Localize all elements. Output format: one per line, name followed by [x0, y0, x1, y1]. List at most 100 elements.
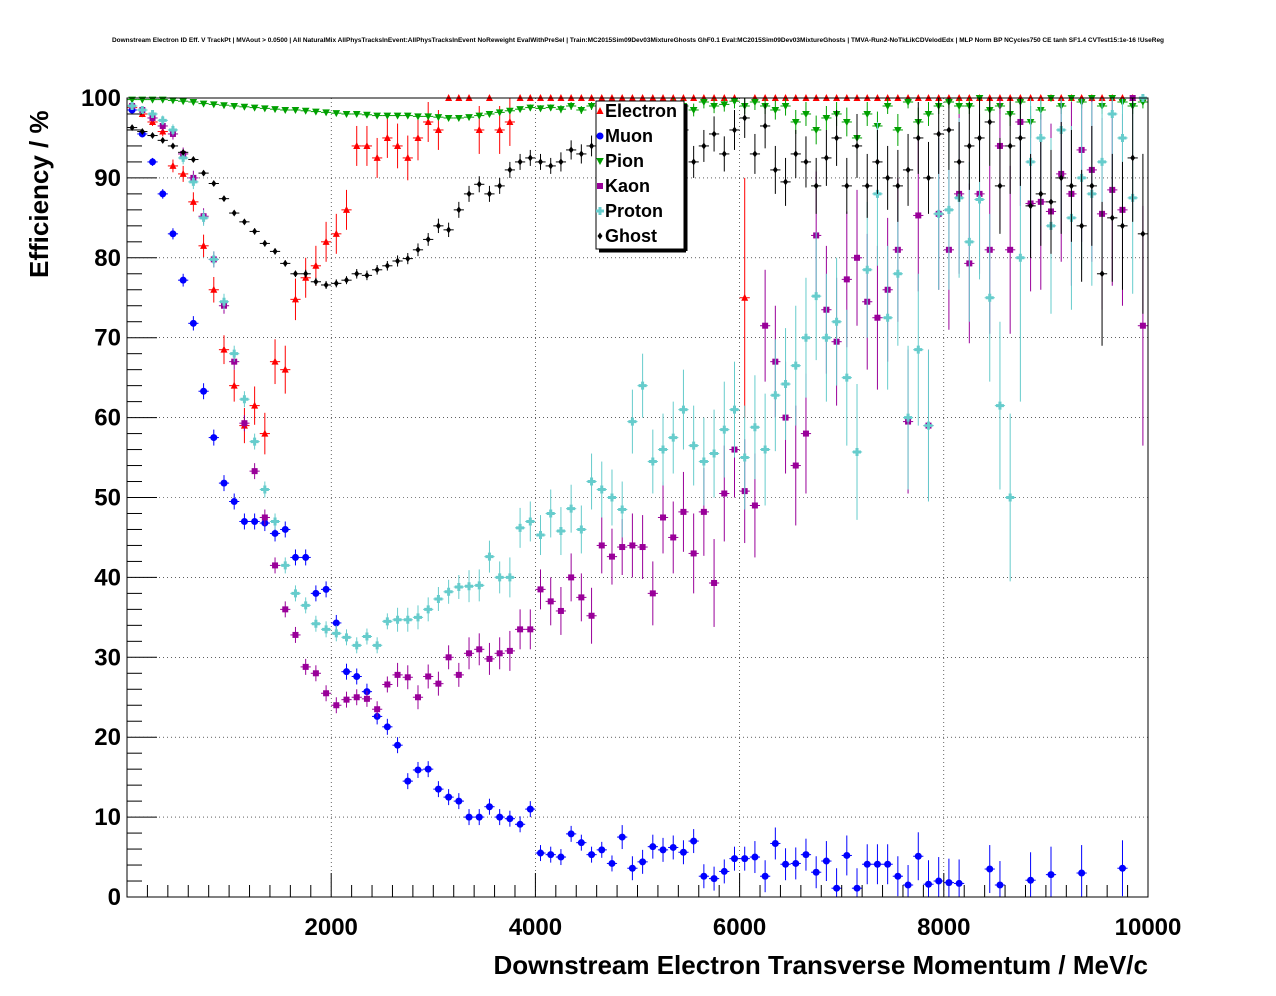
data-point: [312, 261, 320, 269]
data-point: [332, 229, 340, 237]
data-point: [751, 853, 759, 861]
data-point: [1089, 182, 1095, 190]
data-point: [997, 182, 1003, 190]
data-point: [915, 212, 922, 219]
data-point: [281, 365, 289, 373]
data-point: [496, 813, 504, 821]
data-point: [384, 681, 391, 688]
data-point: [944, 205, 953, 214]
data-point: [240, 517, 248, 525]
legend: Electron Muon Pion Kaon Proton Ghost: [595, 100, 688, 253]
data-point: [251, 468, 258, 475]
data-point: [618, 833, 626, 841]
data-point: [813, 182, 819, 190]
series-muon: [127, 106, 1128, 897]
data-point: [873, 860, 881, 868]
data-point: [353, 141, 361, 149]
data-point: [496, 650, 503, 657]
data-point: [384, 262, 390, 270]
y-tick-label: 90: [94, 165, 121, 192]
data-point: [996, 881, 1004, 889]
data-point: [425, 673, 432, 680]
data-point: [179, 98, 187, 106]
data-point: [568, 574, 575, 581]
data-point: [761, 872, 769, 880]
data-point: [701, 142, 707, 150]
data-point: [189, 177, 198, 186]
data-point: [507, 166, 513, 174]
x-tick-label: 2000: [305, 914, 358, 941]
data-point: [689, 106, 698, 114]
data-point: [1038, 190, 1044, 198]
data-point: [485, 803, 493, 811]
data-point: [883, 313, 892, 322]
data-point: [128, 101, 137, 110]
data-point: [260, 485, 269, 494]
data-point: [680, 508, 687, 515]
data-point: [435, 680, 442, 687]
data-point: [271, 106, 279, 114]
data-point: [1109, 214, 1115, 222]
data-point: [648, 457, 657, 466]
data-point: [301, 601, 310, 610]
data-point: [556, 527, 565, 536]
data-point: [251, 401, 259, 409]
data-point: [1139, 98, 1147, 106]
data-point: [771, 839, 779, 847]
data-point: [669, 433, 678, 442]
data-point: [189, 197, 197, 205]
data-point: [567, 102, 575, 110]
legend-label-pion: Pion: [605, 151, 644, 171]
data-point: [383, 133, 391, 141]
data-point: [874, 314, 881, 321]
data-point: [844, 182, 850, 190]
data-point: [924, 110, 933, 118]
data-point: [271, 517, 280, 526]
data-point: [853, 447, 862, 456]
data-point: [403, 615, 412, 624]
data-point: [434, 125, 442, 133]
data-point: [853, 884, 861, 892]
data-point: [485, 552, 494, 561]
legend-marker-proton: [596, 207, 604, 215]
data-point: [536, 531, 545, 540]
data-point: [537, 586, 544, 593]
data-point: [138, 105, 147, 114]
data-point: [374, 266, 380, 274]
data-point: [985, 293, 994, 302]
data-point: [577, 525, 586, 534]
data-point: [291, 106, 300, 114]
data-point: [597, 485, 606, 494]
data-point: [945, 879, 953, 887]
data-point: [791, 118, 800, 126]
data-point: [312, 670, 319, 677]
data-point: [628, 864, 636, 872]
data-point: [1007, 246, 1014, 253]
data-point: [516, 106, 524, 114]
data-point: [302, 553, 310, 561]
legend-label-proton: Proton: [605, 201, 663, 221]
data-point: [129, 124, 135, 132]
data-point: [414, 133, 422, 141]
data-point: [1078, 869, 1086, 877]
data-point: [965, 237, 974, 246]
data-point: [720, 101, 729, 109]
data-point: [219, 297, 228, 306]
data-point: [424, 605, 433, 614]
data-point: [424, 113, 432, 121]
data-point: [700, 508, 707, 515]
data-point: [690, 837, 698, 845]
data-point: [465, 813, 473, 821]
data-point: [344, 276, 350, 284]
data-point: [802, 851, 810, 859]
data-point: [885, 174, 891, 182]
data-point: [1058, 174, 1064, 182]
data-point: [322, 625, 331, 634]
data-point: [659, 846, 667, 854]
data-point: [587, 102, 596, 110]
data-point: [362, 632, 371, 641]
data-point: [169, 161, 177, 169]
data-point: [700, 872, 708, 880]
data-point: [577, 106, 586, 114]
data-point: [445, 793, 453, 801]
